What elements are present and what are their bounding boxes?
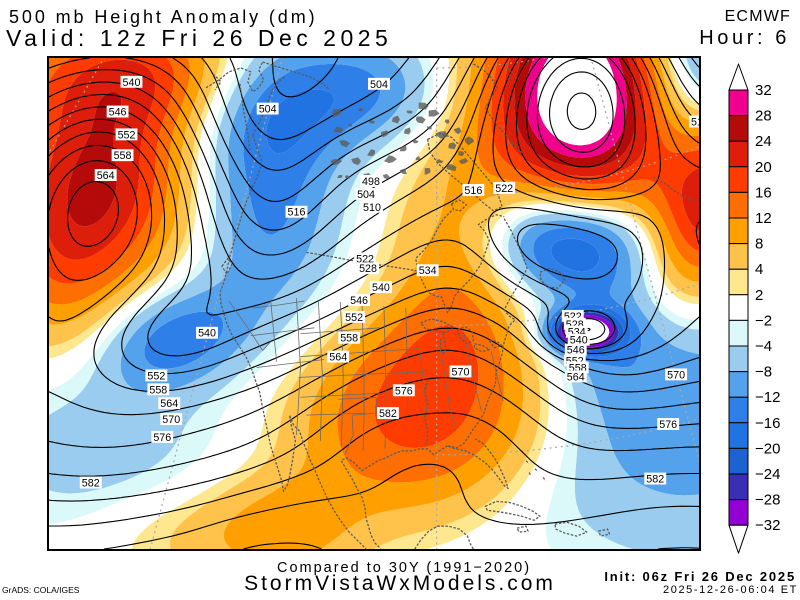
- svg-text:552: 552: [566, 356, 584, 368]
- svg-text:4: 4: [755, 261, 763, 278]
- svg-text:558: 558: [114, 150, 132, 162]
- svg-text:564: 564: [567, 371, 585, 383]
- svg-text:546: 546: [109, 107, 127, 119]
- svg-text:24: 24: [755, 133, 772, 150]
- svg-text:564: 564: [160, 398, 178, 410]
- svg-text:522: 522: [356, 253, 374, 265]
- svg-text:522: 522: [495, 183, 513, 195]
- svg-text:528: 528: [566, 319, 584, 331]
- svg-text:534: 534: [568, 327, 586, 339]
- svg-text:522: 522: [564, 311, 582, 323]
- svg-text:576: 576: [659, 419, 677, 431]
- svg-text:−2: −2: [755, 312, 772, 329]
- svg-text:−24: −24: [755, 466, 780, 483]
- svg-text:540: 540: [198, 328, 216, 340]
- svg-text:20: 20: [755, 159, 772, 176]
- svg-text:516: 516: [288, 207, 306, 219]
- svg-text:546: 546: [567, 345, 585, 357]
- svg-text:−32: −32: [755, 517, 780, 534]
- svg-text:510: 510: [363, 202, 381, 214]
- svg-text:582: 582: [646, 474, 664, 486]
- svg-text:570: 570: [667, 369, 685, 381]
- svg-text:540: 540: [570, 335, 588, 347]
- svg-text:−12: −12: [755, 389, 780, 406]
- svg-text:534: 534: [419, 265, 437, 277]
- svg-text:540: 540: [123, 77, 141, 89]
- svg-text:−16: −16: [755, 415, 780, 432]
- svg-text:552: 552: [345, 312, 363, 324]
- svg-text:558: 558: [149, 384, 167, 396]
- svg-text:−28: −28: [755, 492, 780, 509]
- svg-text:504: 504: [370, 79, 388, 91]
- svg-text:564: 564: [329, 352, 347, 364]
- svg-text:540: 540: [372, 282, 390, 294]
- svg-text:552: 552: [147, 370, 165, 382]
- svg-text:582: 582: [379, 408, 397, 420]
- svg-text:576: 576: [395, 385, 413, 397]
- svg-text:32: 32: [755, 82, 772, 99]
- svg-text:552: 552: [118, 129, 136, 141]
- svg-text:16: 16: [755, 184, 772, 201]
- svg-text:28: 28: [755, 108, 772, 125]
- svg-text:516: 516: [464, 185, 482, 197]
- svg-text:−4: −4: [755, 338, 772, 355]
- svg-text:558: 558: [340, 333, 358, 345]
- svg-text:582: 582: [82, 478, 100, 490]
- svg-text:498: 498: [362, 176, 380, 188]
- svg-text:546: 546: [350, 295, 368, 307]
- svg-text:−20: −20: [755, 440, 780, 457]
- svg-text:12: 12: [755, 210, 772, 227]
- svg-text:8: 8: [755, 236, 763, 253]
- svg-text:−8: −8: [755, 364, 772, 381]
- svg-text:570: 570: [162, 414, 180, 426]
- svg-text:558: 558: [569, 362, 587, 374]
- svg-text:570: 570: [452, 366, 470, 378]
- svg-text:510: 510: [691, 116, 699, 128]
- svg-text:504: 504: [259, 104, 277, 116]
- svg-text:564: 564: [97, 170, 115, 182]
- svg-text:504: 504: [357, 189, 375, 201]
- svg-text:2: 2: [755, 287, 763, 304]
- svg-text:528: 528: [359, 263, 377, 275]
- svg-text:576: 576: [153, 432, 171, 444]
